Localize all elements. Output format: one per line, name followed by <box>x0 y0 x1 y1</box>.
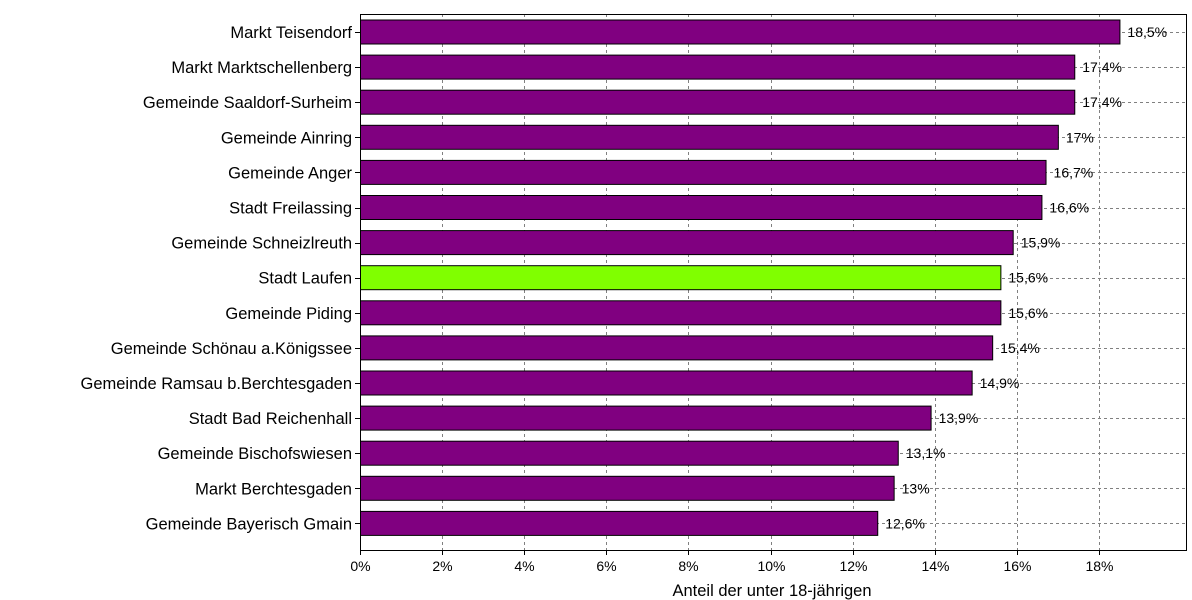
bar <box>360 475 895 501</box>
data-label: 17% <box>1066 129 1094 145</box>
plot-frame <box>360 14 1187 551</box>
category-label: Gemeinde Piding <box>225 305 352 323</box>
x-tick-label: 10% <box>757 558 785 574</box>
bar <box>360 159 1047 185</box>
category-label: Stadt Freilassing <box>229 200 352 218</box>
x-tick-labels: 0% 2% 4% 6% 8% 10% 12% 14% 16% 18% <box>350 558 1113 574</box>
x-tick-label: 12% <box>839 558 867 574</box>
data-label: 18,5% <box>1127 24 1167 40</box>
data-labels: 18,5% 17,4% 17,4% 17% 16,7% 16,6% 15,9% 15,6% 15… <box>885 24 1167 531</box>
bar <box>360 89 1076 115</box>
data-label: 14,9% <box>980 375 1020 391</box>
x-tick-label: 18% <box>1085 558 1113 574</box>
category-label: Gemeinde Saaldorf-Surheim <box>143 94 352 112</box>
bar <box>360 405 932 431</box>
data-label: 13% <box>902 480 930 496</box>
category-label: Gemeinde Ramsau b.Berchtesgaden <box>81 375 353 393</box>
category-label: Gemeinde Bayerisch Gmain <box>146 515 352 533</box>
x-tick-label: 16% <box>1003 558 1031 574</box>
category-label: Gemeinde Schönau a.Königssee <box>111 340 352 358</box>
data-label: 13,9% <box>939 410 979 426</box>
data-label: 15,9% <box>1021 235 1061 251</box>
bar <box>360 54 1076 80</box>
category-label: Gemeinde Bischofswiesen <box>158 445 352 463</box>
category-labels: Markt Teisendorf Markt Marktschellenberg G… <box>81 24 353 533</box>
bar <box>360 230 1014 256</box>
bar <box>360 19 1121 45</box>
data-label: 16,7% <box>1054 164 1094 180</box>
data-label: 16,6% <box>1049 200 1089 216</box>
data-label: 15,6% <box>1008 305 1048 321</box>
x-tick-label: 0% <box>350 558 370 574</box>
category-label: Markt Marktschellenberg <box>171 59 352 77</box>
data-label: 12,6% <box>885 515 925 531</box>
category-label: Gemeinde Schneizlreuth <box>171 235 352 253</box>
bar <box>360 335 994 361</box>
category-label: Gemeinde Ainring <box>221 129 352 147</box>
x-tick-label: 6% <box>596 558 616 574</box>
bar <box>360 195 1043 220</box>
data-label: 13,1% <box>906 445 946 461</box>
bars <box>360 19 1121 536</box>
data-label: 17,4% <box>1082 94 1122 110</box>
category-label: Markt Berchtesgaden <box>195 480 352 498</box>
data-label: 17,4% <box>1082 59 1122 75</box>
bar <box>360 370 973 396</box>
category-label: Markt Teisendorf <box>230 24 352 42</box>
data-label: 15,6% <box>1008 270 1048 286</box>
category-label: Stadt Laufen <box>258 270 352 288</box>
x-axis-title: Anteil der unter 18-jährigen <box>672 582 871 600</box>
x-tick-label: 8% <box>678 558 698 574</box>
x-tick-label: 2% <box>432 558 452 574</box>
bar <box>360 440 899 466</box>
x-tick-label: 4% <box>514 558 534 574</box>
category-label: Gemeinde Anger <box>228 164 352 182</box>
bar <box>360 510 879 536</box>
bar <box>360 124 1059 150</box>
x-tick-label: 14% <box>921 558 949 574</box>
data-label: 15,4% <box>1000 340 1040 356</box>
category-label: Stadt Bad Reichenhall <box>189 410 352 428</box>
bar <box>360 265 1002 291</box>
bar <box>360 300 1002 326</box>
